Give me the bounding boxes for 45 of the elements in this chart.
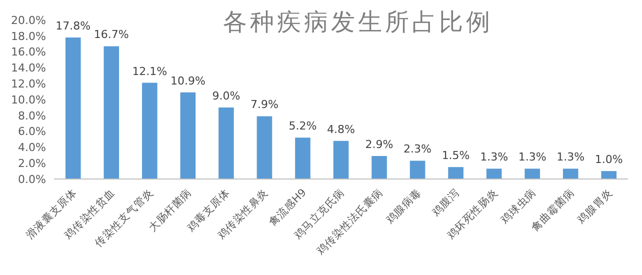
y-tick-label: 2.0% bbox=[18, 157, 46, 170]
data-label: 7.9% bbox=[250, 98, 278, 112]
bar bbox=[448, 167, 464, 179]
data-label: 2.9% bbox=[365, 138, 394, 151]
y-tick-label: 4.0% bbox=[18, 141, 46, 154]
data-label: 12.1% bbox=[132, 64, 168, 78]
data-label: 2.3% bbox=[404, 142, 432, 156]
y-tick-label: 20.0% bbox=[11, 14, 46, 27]
y-tick-label: 10.0% bbox=[11, 93, 46, 106]
bar bbox=[65, 37, 81, 179]
data-label: 5.2% bbox=[288, 120, 317, 133]
x-tick-label: 鸡腺病毒 bbox=[382, 186, 424, 227]
data-label: 17.8% bbox=[56, 19, 91, 32]
x-tick-label: 鸡腺胃炎 bbox=[574, 186, 615, 227]
bar bbox=[256, 116, 272, 179]
data-label: 4.8% bbox=[327, 122, 355, 136]
y-tick-label: 8.0% bbox=[18, 109, 46, 122]
bar bbox=[372, 156, 387, 179]
chart-title: 各种疾病发生所占比例 bbox=[222, 7, 494, 38]
bar bbox=[410, 160, 426, 179]
bar bbox=[486, 168, 502, 179]
bar bbox=[333, 140, 349, 179]
bar bbox=[562, 168, 578, 179]
y-tick-label: 18.0% bbox=[11, 30, 46, 43]
data-label: 1.0% bbox=[594, 153, 623, 166]
data-label: 10.9% bbox=[170, 74, 206, 88]
data-label: 1.3% bbox=[518, 150, 546, 164]
data-label: 16.7% bbox=[94, 28, 129, 42]
y-tick-label: 6.0% bbox=[18, 125, 46, 138]
bar bbox=[601, 171, 617, 179]
y-tick-label: 12.0% bbox=[11, 78, 46, 91]
data-label: 9.0% bbox=[212, 89, 240, 102]
data-label: 1.5% bbox=[442, 149, 470, 162]
y-tick-label: 14.0% bbox=[11, 62, 46, 75]
bar bbox=[218, 107, 234, 179]
bar bbox=[524, 168, 540, 179]
bar bbox=[295, 138, 310, 179]
bar bbox=[142, 82, 158, 179]
y-tick-label: 16.0% bbox=[11, 46, 46, 59]
y-tick-label: 0.0% bbox=[18, 172, 46, 186]
bar bbox=[104, 46, 120, 179]
data-label: 1.3% bbox=[556, 150, 585, 164]
x-tick-label: 鸡腹泻 bbox=[429, 186, 462, 220]
bar bbox=[180, 92, 196, 179]
data-label: 1.3% bbox=[480, 150, 508, 164]
